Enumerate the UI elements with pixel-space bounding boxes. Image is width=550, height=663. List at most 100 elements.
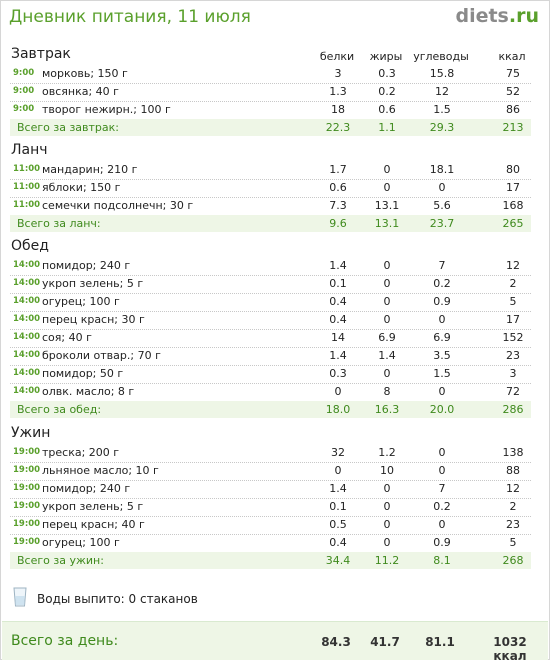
entry-time: 14:00 (13, 296, 41, 306)
entry-fats: 1.4 (378, 349, 396, 362)
entry-carbs: 0 (438, 181, 446, 194)
entry-time: 9:00 (13, 68, 35, 78)
food-entry-row[interactable]: 11:00 яблоки; 150 г 0.6 0 0 17 (10, 179, 531, 198)
day-total-proteins: 84.3 (321, 635, 351, 649)
entry-carbs: 12 (435, 85, 449, 98)
entry-carbs: 0 (438, 446, 446, 459)
food-entry-row[interactable]: 14:00 соя; 40 г 14 6.9 6.9 152 (10, 329, 531, 348)
entry-fats: 0 (383, 295, 391, 308)
food-entry-row[interactable]: 14:00 броколи отвар.; 70 г 1.4 1.4 3.5 23 (10, 347, 531, 366)
entry-proteins: 1.3 (329, 85, 347, 98)
entry-time: 19:00 (13, 519, 41, 529)
glass-icon (13, 587, 27, 607)
meal-total-label: Всего за завтрак: (17, 121, 120, 134)
entry-time: 14:00 (13, 350, 41, 360)
entry-proteins: 0.4 (329, 536, 347, 549)
entry-carbs: 0 (438, 464, 446, 477)
meal-total-row: Всего за ужин: 34.4 11.2 8.1 268 (10, 552, 531, 569)
food-entry-row[interactable]: 14:00 огурец; 100 г 0.4 0 0.9 5 (10, 293, 531, 312)
entry-fats: 0.6 (378, 103, 396, 116)
food-name: морковь; 150 г (42, 67, 128, 80)
entry-fats: 0 (383, 163, 391, 176)
entry-time: 14:00 (13, 314, 41, 324)
food-name: творог нежирн.; 100 г (42, 103, 171, 116)
entry-proteins: 1.4 (329, 259, 347, 272)
column-header-fats: жиры (369, 50, 403, 63)
food-entry-row[interactable]: 14:00 помидор; 50 г 0.3 0 1.5 3 (10, 365, 531, 384)
entry-carbs: 1.5 (433, 367, 451, 380)
entry-fats: 0 (383, 277, 391, 290)
entry-time: 11:00 (13, 164, 41, 174)
food-entry-row[interactable]: 11:00 семечки подсолнечн; 30 г 7.3 13.1 5.6 1… (10, 197, 531, 216)
meal-total-kcal: 265 (502, 217, 524, 230)
food-entry-row[interactable]: 11:00 мандарин; 210 г 1.7 0 18.1 80 (10, 161, 531, 180)
header: Дневник питания, 11 июля diets.ru (1, 1, 549, 35)
meal-total-label: Всего за ужин: (17, 554, 104, 567)
food-entry-row[interactable]: 14:00 укроп зелень; 5 г 0.1 0 0.2 2 (10, 275, 531, 294)
entry-kcal: 86 (506, 103, 520, 116)
entry-fats: 0 (383, 482, 391, 495)
meal-total-row: Всего за завтрак: 22.3 1.1 29.3 213 (10, 119, 531, 136)
food-entry-row[interactable]: 9:00 овсянка; 40 г 1.3 0.2 12 52 (10, 83, 531, 102)
site-logo[interactable]: diets.ru (455, 5, 539, 27)
meal-section-title: Ланч (11, 142, 48, 158)
entry-proteins: 0 (334, 385, 342, 398)
entry-fats: 0 (383, 536, 391, 549)
entry-kcal: 23 (506, 518, 520, 531)
entry-time: 11:00 (13, 200, 41, 210)
page-title: Дневник питания, 11 июля (9, 7, 251, 27)
entry-time: 19:00 (13, 465, 41, 475)
food-entry-row[interactable]: 19:00 треска; 200 г 32 1.2 0 138 (10, 444, 531, 463)
food-entry-row[interactable]: 19:00 льняное масло; 10 г 0 10 0 88 (10, 462, 531, 481)
food-name: помидор; 240 г (42, 482, 131, 495)
meal-total-fats: 13.1 (374, 217, 400, 230)
entry-carbs: 5.6 (433, 199, 451, 212)
column-header-carbs: углеводы (413, 50, 469, 63)
food-entry-row[interactable]: 19:00 укроп зелень; 5 г 0.1 0 0.2 2 (10, 498, 531, 517)
food-name: льняное масло; 10 г (42, 464, 159, 477)
meal-total-fats: 16.3 (374, 403, 400, 416)
entry-carbs: 0 (438, 313, 446, 326)
entry-kcal: 138 (502, 446, 524, 459)
meal-total-fats: 1.1 (378, 121, 396, 134)
meal-total-kcal: 286 (502, 403, 524, 416)
entry-carbs: 7 (438, 259, 446, 272)
entry-time: 11:00 (13, 182, 41, 192)
logo-text-domain: .ru (508, 5, 539, 27)
food-entry-row[interactable]: 14:00 помидор; 240 г 1.4 0 7 12 (10, 257, 531, 276)
meal-total-carbs: 8.1 (433, 554, 451, 567)
meal-total-proteins: 22.3 (325, 121, 351, 134)
food-entry-row[interactable]: 14:00 олвк. масло; 8 г 0 8 0 72 (10, 383, 531, 402)
entry-proteins: 14 (331, 331, 345, 344)
entry-carbs: 15.8 (429, 67, 455, 80)
meal-total-proteins: 18.0 (325, 403, 351, 416)
food-entry-row[interactable]: 9:00 творог нежирн.; 100 г 18 0.6 1.5 86 (10, 101, 531, 120)
entry-fats: 0 (383, 367, 391, 380)
entry-time: 9:00 (13, 86, 35, 96)
food-entry-row[interactable]: 14:00 перец красн; 30 г 0.4 0 0 17 (10, 311, 531, 330)
food-entry-row[interactable]: 19:00 перец красн; 40 г 0.5 0 0 23 (10, 516, 531, 535)
entry-kcal: 75 (506, 67, 520, 80)
entry-time: 14:00 (13, 260, 41, 270)
food-name: яблоки; 150 г (42, 181, 121, 194)
entry-kcal: 72 (506, 385, 520, 398)
food-name: перец красн; 30 г (42, 313, 145, 326)
meal-total-fats: 11.2 (374, 554, 400, 567)
food-entry-row[interactable]: 9:00 морковь; 150 г 3 0.3 15.8 75 (10, 65, 531, 84)
entry-fats: 0 (383, 500, 391, 513)
meal-total-carbs: 20.0 (429, 403, 455, 416)
entry-kcal: 12 (506, 482, 520, 495)
food-entry-row[interactable]: 19:00 помидор; 240 г 1.4 0 7 12 (10, 480, 531, 499)
entry-fats: 0 (383, 259, 391, 272)
entry-proteins: 1.4 (329, 482, 347, 495)
day-total-carbs: 81.1 (425, 635, 455, 649)
entry-proteins: 0.5 (329, 518, 347, 531)
entry-fats: 10 (380, 464, 394, 477)
food-name: перец красн; 40 г (42, 518, 145, 531)
meal-section-title: Ужин (11, 425, 51, 441)
food-entry-row[interactable]: 19:00 огурец; 100 г 0.4 0 0.9 5 (10, 534, 531, 553)
logo-text-main: diets (455, 5, 509, 27)
food-name: мандарин; 210 г (42, 163, 138, 176)
day-total-row: Всего за день: 84.3 41.7 81.1 1032 ккал (2, 621, 548, 663)
food-name: соя; 40 г (42, 331, 92, 344)
